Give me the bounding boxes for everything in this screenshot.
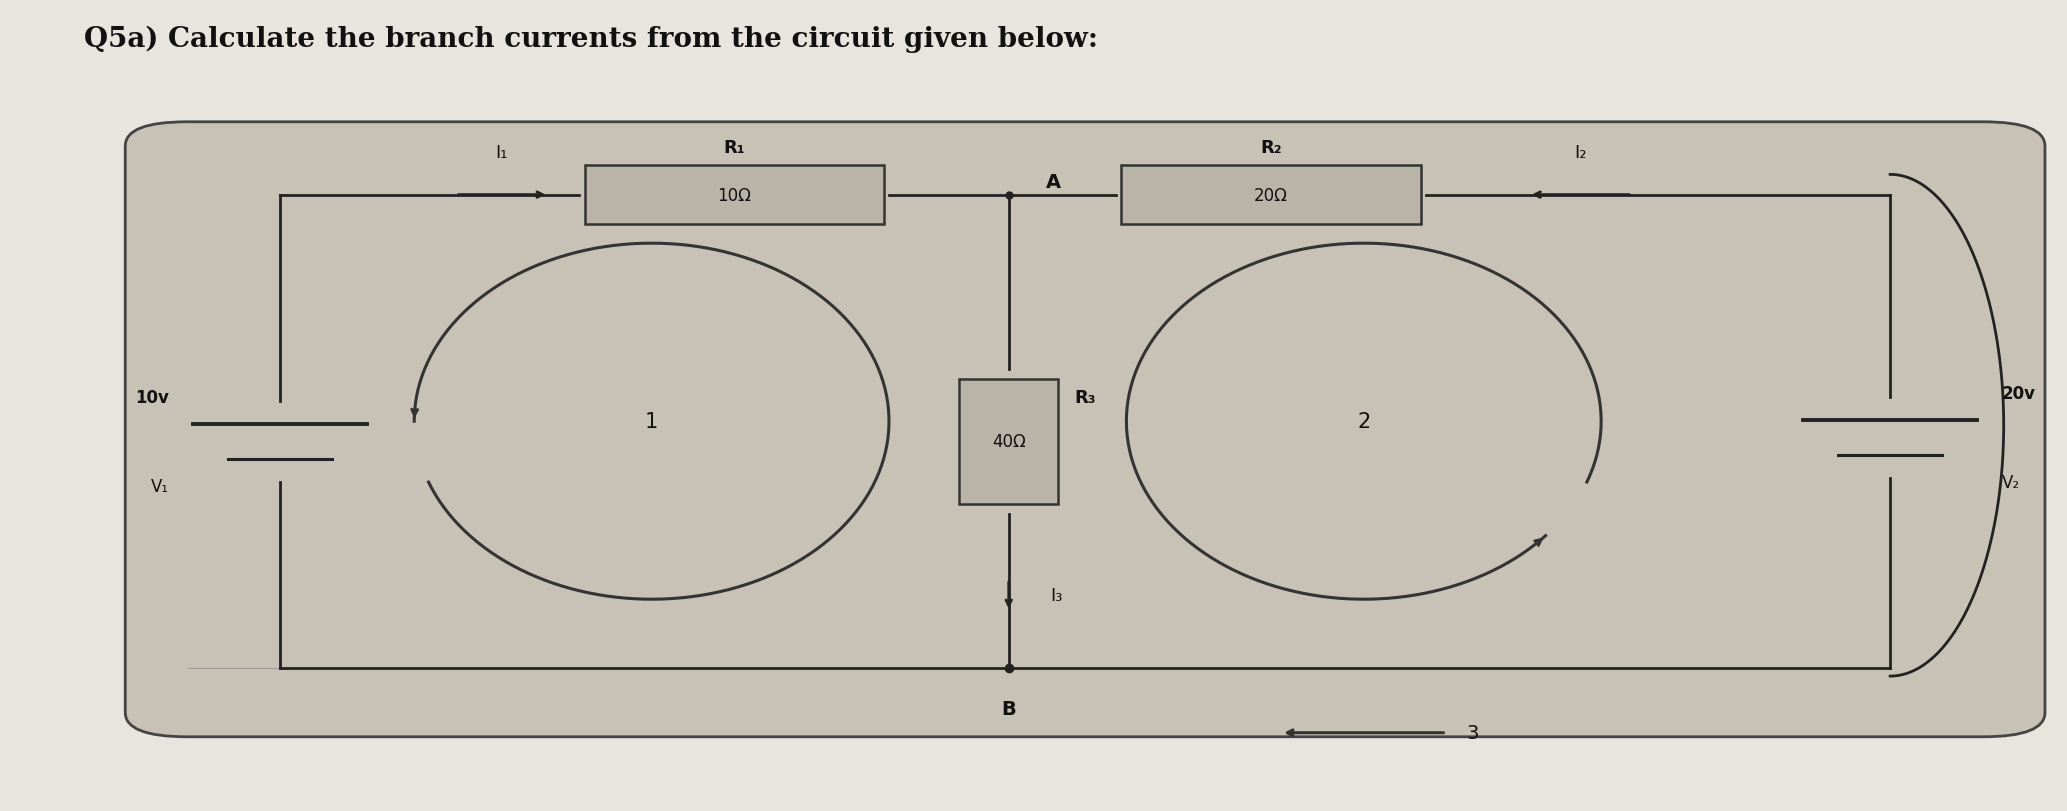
Text: 40Ω: 40Ω xyxy=(992,433,1025,451)
Text: V₂: V₂ xyxy=(2001,474,2019,491)
Text: 20v: 20v xyxy=(2001,384,2036,402)
Text: 2: 2 xyxy=(1358,412,1370,431)
Text: R₃: R₃ xyxy=(1075,388,1096,406)
Text: V₁: V₁ xyxy=(151,478,169,496)
Bar xyxy=(585,166,885,225)
Bar xyxy=(959,380,1058,504)
Text: 10v: 10v xyxy=(134,388,169,406)
Text: Q5a) Calculate the branch currents from the circuit given below:: Q5a) Calculate the branch currents from … xyxy=(85,26,1098,53)
Text: R₂: R₂ xyxy=(1261,139,1282,157)
Text: 3: 3 xyxy=(1468,723,1480,742)
Text: 20Ω: 20Ω xyxy=(1255,187,1288,204)
Text: I₃: I₃ xyxy=(1050,586,1062,604)
Text: 10Ω: 10Ω xyxy=(717,187,750,204)
Text: A: A xyxy=(1046,173,1060,191)
Text: I₁: I₁ xyxy=(496,144,508,161)
Text: R₁: R₁ xyxy=(723,139,744,157)
FancyBboxPatch shape xyxy=(126,122,2044,737)
Text: I₂: I₂ xyxy=(1575,144,1587,161)
Text: B: B xyxy=(1000,699,1017,718)
Bar xyxy=(1120,166,1420,225)
Text: 1: 1 xyxy=(645,412,657,431)
